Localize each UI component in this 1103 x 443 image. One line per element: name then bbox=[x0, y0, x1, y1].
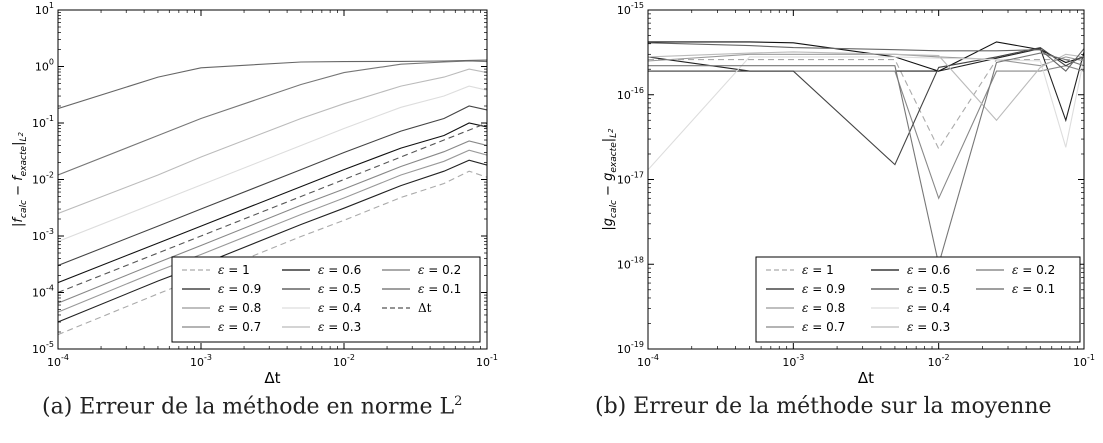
legend-label: ε = 0.9 bbox=[802, 282, 845, 296]
panel-a-plot: 10-4 10-3 10-2 10-110-510-410-310-210-11001… bbox=[11, 1, 498, 387]
y-tick-label: 10-19 bbox=[617, 340, 644, 356]
legend-label: ε = 0.1 bbox=[1012, 282, 1055, 296]
x-tick-label: 10-3 bbox=[782, 353, 804, 369]
x-tick-label: 10-2 bbox=[333, 353, 355, 369]
series-line-5 bbox=[58, 105, 487, 267]
x-tick-label: 10-3 bbox=[190, 353, 212, 369]
legend-label: ε = 0.4 bbox=[318, 301, 361, 315]
x-tick-label: 10-2 bbox=[928, 353, 950, 369]
caption-a-sup: 2 bbox=[454, 394, 463, 409]
legend-label: ε = 0.7 bbox=[802, 320, 845, 334]
y-tick-label: 101 bbox=[35, 1, 54, 17]
series-line-7 bbox=[58, 68, 487, 215]
legend-label: ε = 1 bbox=[802, 263, 834, 277]
legend-label: ε = 0.2 bbox=[1012, 263, 1055, 277]
series-group bbox=[648, 41, 1084, 265]
legend-label: ε = 0.5 bbox=[907, 282, 950, 296]
series-line-9 bbox=[58, 59, 487, 110]
legend-label: ε = 0.3 bbox=[907, 320, 950, 334]
caption-b: (b) Erreur de la méthode sur la moyenne bbox=[595, 394, 1052, 419]
legend-box bbox=[755, 256, 1081, 343]
y-tick-label: 10-2 bbox=[32, 171, 54, 187]
legend-label: ε = 1 bbox=[218, 263, 250, 277]
legend-label: ε = 0.8 bbox=[802, 301, 845, 315]
series-line-0 bbox=[648, 59, 1084, 150]
x-tick-label: 10-1 bbox=[476, 353, 498, 369]
series-line-5 bbox=[648, 47, 1084, 166]
y-tick-label: 10-18 bbox=[617, 255, 644, 271]
legend-label: ε = 0.9 bbox=[218, 282, 261, 296]
y-axis-label: |gcalc − gexacte|L2 bbox=[601, 128, 619, 231]
x-axis-label: Δt bbox=[264, 369, 280, 387]
legend-label: ε = 0.2 bbox=[418, 263, 461, 277]
series-line-10 bbox=[58, 122, 487, 294]
y-tick-label: 10-16 bbox=[617, 86, 644, 102]
caption-b-text: (b) Erreur de la méthode sur la moyenne bbox=[595, 394, 1052, 419]
series-line-8 bbox=[648, 52, 1084, 265]
legend: ε = 1 ε = 0.9 ε = 0.8 ε = 0.7 ε = 0.6 ε = 0.5… bbox=[755, 256, 1081, 343]
legend-label: ε = 0.3 bbox=[318, 320, 361, 334]
legend-label: ε = 0.6 bbox=[907, 263, 950, 277]
series-line-4 bbox=[58, 122, 487, 284]
legend-box bbox=[171, 256, 481, 343]
series-line-6 bbox=[648, 56, 1084, 171]
series-line-3 bbox=[648, 65, 1084, 200]
legend-label: ε = 0.5 bbox=[318, 282, 361, 296]
x-tick-label: 10-4 bbox=[637, 353, 659, 369]
x-axis-label: Δt bbox=[858, 369, 874, 387]
y-tick-label: 10-17 bbox=[617, 171, 644, 187]
y-tick-label: 10-4 bbox=[32, 284, 54, 300]
x-tick-label: 10-1 bbox=[1073, 353, 1095, 369]
series-line-9 bbox=[648, 42, 1084, 72]
y-tick-label: 10-1 bbox=[32, 114, 54, 130]
legend-label: ε = 0.4 bbox=[907, 301, 950, 315]
x-tick-label: 10-4 bbox=[47, 353, 69, 369]
series-line-6 bbox=[58, 85, 487, 243]
legend: ε = 1 ε = 0.9 ε = 0.8 ε = 0.7 ε = 0.6 ε = 0.5… bbox=[171, 256, 481, 343]
legend-label: ε = 0.6 bbox=[318, 263, 361, 277]
legend-label: Δt bbox=[418, 301, 432, 315]
y-axis-label: |fcalc − fexacte|L2 bbox=[11, 132, 29, 227]
y-tick-label: 10-3 bbox=[32, 227, 54, 243]
caption-a-text: (a) Erreur de la méthode en norme L bbox=[42, 394, 455, 420]
legend-label: ε = 0.1 bbox=[418, 282, 461, 296]
series-line-8 bbox=[58, 60, 487, 176]
series-line-7 bbox=[648, 51, 1084, 122]
y-tick-label: 10-15 bbox=[617, 1, 644, 17]
legend-label: ε = 0.8 bbox=[218, 301, 261, 315]
figure-canvas: 10-4 10-3 10-2 10-110-510-410-310-210-11001… bbox=[11, 1, 1095, 387]
series-group bbox=[58, 59, 487, 336]
y-tick-label: 10-5 bbox=[32, 340, 54, 356]
caption-a: (a) Erreur de la méthode en norme L2 bbox=[42, 394, 462, 419]
legend-label: ε = 0.7 bbox=[218, 320, 261, 334]
y-tick-label: 100 bbox=[35, 58, 54, 74]
panel-b-plot: 10-4 10-3 10-2 10-1 10-19 10-18 10-17 10-16 10-1… bbox=[601, 1, 1095, 387]
